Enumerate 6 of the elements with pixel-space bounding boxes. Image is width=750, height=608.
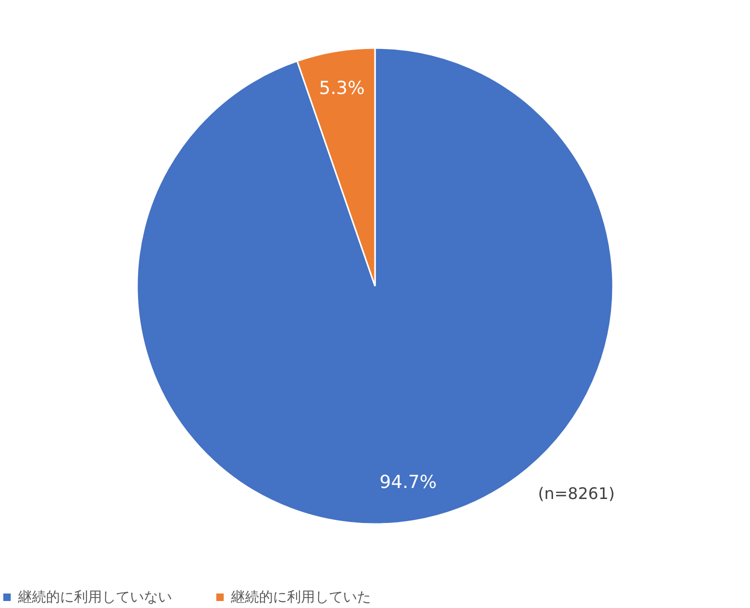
- data-label: 5.3%: [318, 78, 365, 99]
- pie-slice: [136, 47, 614, 525]
- legend-label: 継続的に利用していた: [230, 589, 371, 606]
- data-label: 94.7%: [380, 472, 437, 494]
- text: (n=8261): [538, 484, 615, 503]
- legend-label: 継続的に利用していない: [17, 589, 172, 606]
